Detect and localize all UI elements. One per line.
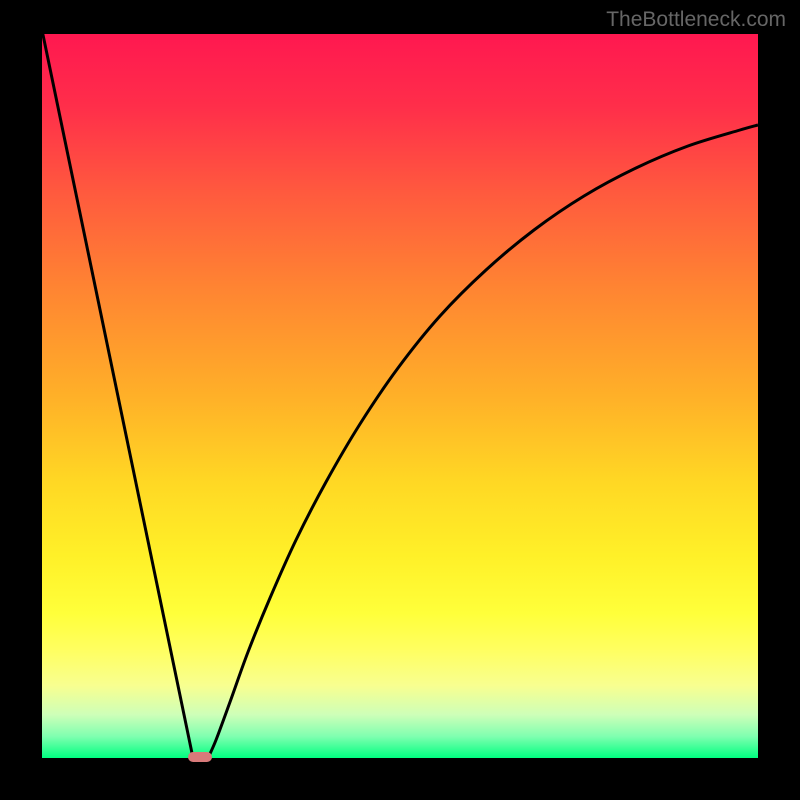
- plot-background: [42, 34, 758, 758]
- minimum-marker: [188, 752, 212, 762]
- chart-container: TheBottleneck.com: [0, 0, 800, 800]
- bottleneck-chart: [0, 0, 800, 800]
- watermark-text: TheBottleneck.com: [606, 8, 786, 32]
